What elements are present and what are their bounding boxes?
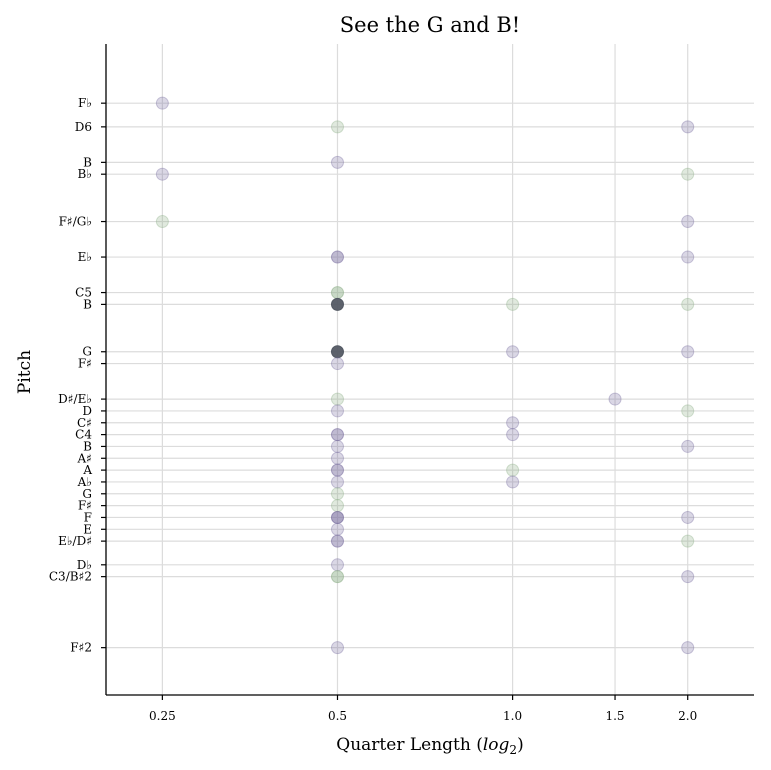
y-tick-label: A♯ bbox=[77, 451, 92, 465]
data-point bbox=[330, 522, 344, 536]
data-point bbox=[330, 297, 344, 311]
y-tick-label: D♯/E♭ bbox=[58, 392, 92, 406]
data-point bbox=[681, 439, 695, 453]
chart-title: See the G and B! bbox=[340, 13, 520, 37]
data-point bbox=[681, 297, 695, 311]
data-point bbox=[155, 167, 169, 181]
y-tick-label: F bbox=[84, 510, 92, 524]
y-tick-label: F♯/G♭ bbox=[59, 215, 92, 229]
y-tick-label: F♯ bbox=[78, 357, 92, 371]
data-point bbox=[681, 120, 695, 134]
data-point bbox=[681, 570, 695, 584]
data-point bbox=[155, 96, 169, 110]
y-tick-label: F♯ bbox=[78, 499, 92, 513]
data-point bbox=[506, 475, 520, 489]
data-point bbox=[506, 463, 520, 477]
data-point bbox=[506, 416, 520, 430]
x-tick-label: 2.0 bbox=[678, 709, 697, 723]
data-point bbox=[681, 215, 695, 229]
y-tick-label: E♭ bbox=[78, 250, 92, 264]
x-tick-label: 1.5 bbox=[605, 709, 624, 723]
data-point bbox=[330, 439, 344, 453]
data-point bbox=[681, 641, 695, 655]
data-point bbox=[330, 570, 344, 584]
y-tick-label: C5 bbox=[75, 286, 92, 300]
y-tick-label: F♯2 bbox=[70, 641, 92, 655]
data-point bbox=[506, 297, 520, 311]
data-point bbox=[506, 345, 520, 359]
data-point bbox=[330, 155, 344, 169]
data-point bbox=[330, 120, 344, 134]
x-axis-label: Quarter Length (log2) bbox=[336, 735, 523, 757]
y-tick-label: C♯ bbox=[77, 416, 92, 430]
x-tick-label: 0.5 bbox=[328, 709, 347, 723]
y-tick-label: B bbox=[83, 297, 92, 311]
data-point bbox=[330, 345, 344, 359]
y-tick-label: D♭ bbox=[77, 558, 92, 572]
x-tick-label: 0.25 bbox=[149, 709, 176, 723]
data-point bbox=[330, 286, 344, 300]
data-point bbox=[330, 499, 344, 513]
data-point bbox=[330, 404, 344, 418]
y-tick-label: E bbox=[83, 522, 92, 536]
y-axis-ticks: F♯2C3/B♯2D♭E♭/D♯EFF♯GA♭AA♯BC4C♯DD♯/E♭F♯G… bbox=[49, 96, 106, 655]
data-point bbox=[681, 167, 695, 181]
y-tick-label: G bbox=[82, 345, 92, 359]
y-tick-label: E♭/D♯ bbox=[58, 534, 92, 548]
data-point bbox=[681, 510, 695, 524]
y-tick-label: D6 bbox=[75, 120, 92, 134]
data-point bbox=[681, 250, 695, 264]
data-point bbox=[330, 463, 344, 477]
y-tick-label: F♭ bbox=[78, 96, 92, 110]
y-tick-label: D bbox=[82, 404, 92, 418]
y-tick-label: B♭ bbox=[78, 167, 92, 181]
y-tick-label: G bbox=[82, 487, 92, 501]
data-point bbox=[330, 487, 344, 501]
data-point bbox=[155, 215, 169, 229]
data-point bbox=[681, 404, 695, 418]
data-point bbox=[330, 357, 344, 371]
data-points bbox=[155, 96, 695, 655]
data-point bbox=[330, 475, 344, 489]
data-point bbox=[330, 558, 344, 572]
x-axis-ticks: 0.25 0.5 1.0 1.5 2.0 bbox=[149, 695, 697, 723]
y-tick-label: C3/B♯2 bbox=[49, 570, 92, 584]
grid bbox=[106, 44, 754, 695]
y-tick-label: C4 bbox=[75, 428, 92, 442]
data-point bbox=[330, 641, 344, 655]
data-point bbox=[608, 392, 622, 406]
y-axis-label: Pitch bbox=[15, 350, 35, 394]
data-point bbox=[681, 534, 695, 548]
data-point bbox=[330, 510, 344, 524]
y-tick-label: B bbox=[83, 155, 92, 169]
data-point bbox=[330, 451, 344, 465]
y-tick-label: A♭ bbox=[77, 475, 92, 489]
data-point bbox=[330, 428, 344, 442]
data-point bbox=[681, 345, 695, 359]
data-point bbox=[330, 250, 344, 264]
x-tick-label: 1.0 bbox=[503, 709, 522, 723]
data-point bbox=[330, 534, 344, 548]
y-tick-label: B bbox=[83, 439, 92, 453]
y-tick-label: A bbox=[82, 463, 92, 477]
data-point bbox=[330, 392, 344, 406]
data-point bbox=[506, 428, 520, 442]
